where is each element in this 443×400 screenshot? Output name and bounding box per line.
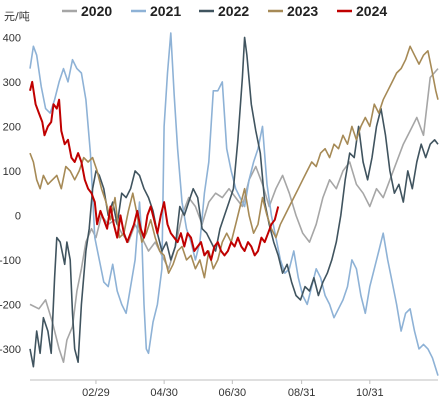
legend-label-2020: 2020	[81, 3, 112, 19]
series-line-2024	[29, 80, 280, 261]
x-tick-label: 06/30	[219, 387, 247, 399]
x-tick-label: 10/31	[356, 387, 384, 399]
y-tick-label: -100	[0, 255, 21, 267]
x-tick-label: 08/31	[288, 387, 316, 399]
legend-label-2024: 2024	[356, 3, 387, 19]
series-line-2022	[29, 36, 439, 368]
y-tick-label: -200	[0, 299, 21, 311]
y-tick-label: 300	[3, 77, 21, 89]
x-tick-label: 02/29	[82, 387, 110, 399]
legend-label-2021: 2021	[150, 3, 181, 19]
series-line-2021	[29, 32, 439, 376]
y-axis: -300 -200 -100 0 100 200 300 400	[0, 32, 21, 355]
x-tick-label: 04/30	[150, 387, 178, 399]
x-axis: 02/29 04/30 06/30 08/31 10/31	[30, 379, 438, 399]
y-tick-label: 100	[3, 166, 21, 178]
y-tick-label: 0	[15, 210, 21, 222]
legend-label-2022: 2022	[218, 3, 249, 19]
y-tick-label: -300	[0, 344, 21, 356]
series-line-2020	[29, 68, 439, 364]
legend: 2020 2021 2022 2023 2024	[62, 3, 387, 19]
series-lines	[29, 32, 439, 376]
legend-label-2023: 2023	[287, 3, 318, 19]
y-tick-label: 400	[3, 32, 21, 44]
y-tick-label: 200	[3, 121, 21, 133]
series-line-2023	[29, 45, 439, 279]
y-axis-unit-label: 元/吨	[4, 10, 30, 23]
